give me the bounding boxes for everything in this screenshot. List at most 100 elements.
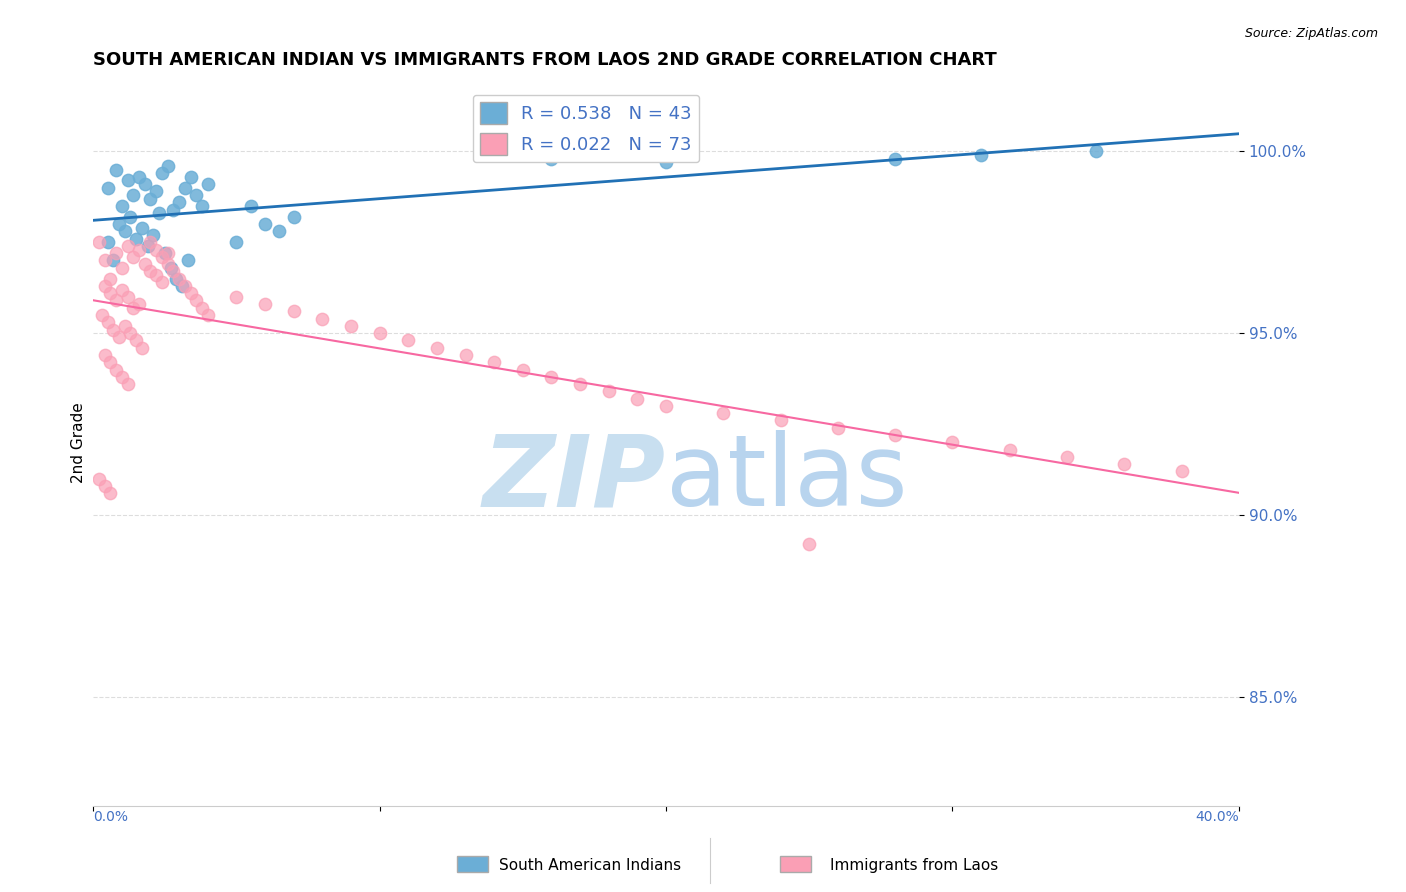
Point — [153, 246, 176, 260]
Point — [225, 235, 247, 250]
Point — [150, 275, 173, 289]
Point — [177, 253, 200, 268]
Point — [1056, 450, 1078, 464]
Point — [131, 220, 153, 235]
Point — [148, 206, 170, 220]
Point — [197, 308, 219, 322]
Point — [769, 413, 792, 427]
Point — [827, 421, 849, 435]
Point — [884, 152, 907, 166]
Point — [111, 260, 134, 275]
Point — [117, 239, 139, 253]
Point — [87, 472, 110, 486]
Point — [125, 232, 148, 246]
Point — [122, 250, 145, 264]
Point — [90, 308, 112, 322]
Point — [105, 162, 128, 177]
Point — [128, 297, 150, 311]
Text: Source: ZipAtlas.com: Source: ZipAtlas.com — [1244, 27, 1378, 40]
Point — [114, 224, 136, 238]
Point — [96, 180, 118, 194]
Point — [145, 268, 167, 282]
Point — [108, 217, 131, 231]
Text: SOUTH AMERICAN INDIAN VS IMMIGRANTS FROM LAOS 2ND GRADE CORRELATION CHART: SOUTH AMERICAN INDIAN VS IMMIGRANTS FROM… — [93, 51, 997, 69]
Point — [87, 235, 110, 250]
Point — [117, 377, 139, 392]
Point — [167, 271, 190, 285]
Point — [139, 192, 162, 206]
Text: 0.0%: 0.0% — [93, 810, 128, 823]
Point — [134, 177, 156, 191]
Text: Immigrants from Laos: Immigrants from Laos — [830, 858, 998, 872]
Point — [482, 355, 505, 369]
Point — [108, 330, 131, 344]
Point — [120, 326, 142, 341]
Point — [884, 428, 907, 442]
Point — [156, 159, 179, 173]
Point — [114, 318, 136, 333]
Point — [136, 239, 159, 253]
Point — [93, 348, 115, 362]
Point — [454, 348, 477, 362]
Point — [311, 311, 333, 326]
Text: 40.0%: 40.0% — [1195, 810, 1239, 823]
Point — [93, 253, 115, 268]
Point — [120, 210, 142, 224]
Point — [191, 199, 214, 213]
Point — [98, 286, 121, 301]
Point — [165, 271, 187, 285]
Point — [180, 286, 202, 301]
Y-axis label: 2nd Grade: 2nd Grade — [72, 402, 86, 483]
Point — [122, 301, 145, 315]
Point — [156, 246, 179, 260]
Point — [150, 250, 173, 264]
Point — [111, 283, 134, 297]
Point — [197, 177, 219, 191]
Point — [131, 341, 153, 355]
Point — [159, 260, 181, 275]
Point — [239, 199, 262, 213]
Point — [117, 173, 139, 187]
Point — [162, 202, 184, 217]
Point — [512, 362, 534, 376]
Point — [98, 486, 121, 500]
Point — [156, 257, 179, 271]
Point — [225, 290, 247, 304]
Point — [105, 293, 128, 308]
Point — [540, 152, 562, 166]
Point — [711, 406, 734, 420]
Point — [173, 180, 195, 194]
Point — [105, 246, 128, 260]
Point — [142, 227, 165, 242]
Point — [180, 169, 202, 184]
Point — [128, 243, 150, 257]
Legend: R = 0.538   N = 43, R = 0.022   N = 73: R = 0.538 N = 43, R = 0.022 N = 73 — [472, 95, 699, 162]
Point — [98, 271, 121, 285]
Point — [970, 148, 993, 162]
Point — [139, 235, 162, 250]
Point — [186, 188, 208, 202]
Point — [569, 377, 592, 392]
Point — [283, 304, 305, 318]
Point — [96, 315, 118, 329]
Point — [269, 224, 291, 238]
Point — [998, 442, 1021, 457]
Point — [139, 264, 162, 278]
Point — [283, 210, 305, 224]
Point — [186, 293, 208, 308]
Point — [111, 369, 134, 384]
Point — [396, 334, 419, 348]
Point — [117, 290, 139, 304]
Point — [655, 399, 678, 413]
Point — [941, 435, 963, 450]
Point — [150, 166, 173, 180]
Point — [122, 188, 145, 202]
Point — [93, 279, 115, 293]
Point — [368, 326, 391, 341]
Text: atlas: atlas — [666, 430, 908, 527]
Point — [134, 257, 156, 271]
Point — [145, 184, 167, 198]
Point — [167, 195, 190, 210]
Point — [93, 479, 115, 493]
Point — [626, 392, 648, 406]
